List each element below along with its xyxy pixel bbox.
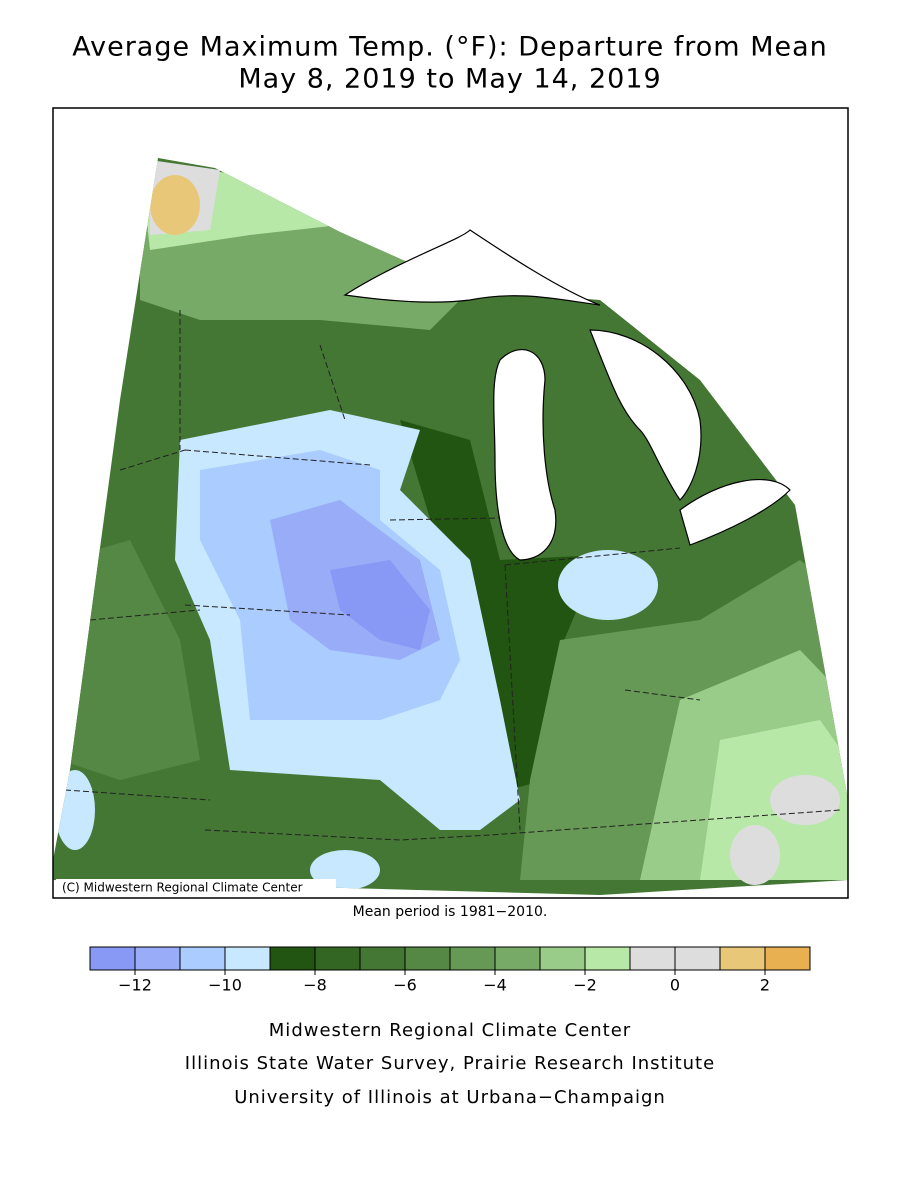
legend-box <box>539 946 586 971</box>
title-line: May 8, 2019 to May 14, 2019 <box>238 64 661 95</box>
legend-box <box>269 946 316 971</box>
legend-tick-label: −6 <box>393 976 417 995</box>
legend-tick-label: −12 <box>118 976 152 995</box>
legend: −12 −10 −8 −6 −4 −2 0 2 <box>89 946 811 995</box>
legend-box <box>179 946 226 971</box>
legend-tick-label: −4 <box>483 976 507 995</box>
legend-tick-label: 2 <box>760 976 770 995</box>
footer-line: Illinois State Water Survey, Prairie Res… <box>185 1053 715 1074</box>
map-credit: (C) Midwestern Regional Climate Center <box>62 881 303 895</box>
legend-tick-label: 0 <box>670 976 680 995</box>
legend-box <box>224 946 271 971</box>
legend-box <box>719 946 766 971</box>
legend-box <box>449 946 496 971</box>
title-line: Average Maximum Temp. (°F): Departure fr… <box>72 32 828 63</box>
legend-box <box>629 946 676 971</box>
legend-box <box>134 946 181 971</box>
footer-line: University of Illinois at Urbana−Champai… <box>234 1087 666 1108</box>
legend-box <box>314 946 361 971</box>
footer-line: Midwestern Regional Climate Center <box>269 1020 631 1041</box>
legend-box <box>584 946 631 971</box>
legend-box <box>764 946 811 971</box>
legend-box <box>674 946 721 971</box>
legend-tick-label: −2 <box>573 976 597 995</box>
legend-box <box>494 946 541 971</box>
legend-tick-label: −8 <box>303 976 327 995</box>
legend-box <box>89 946 136 971</box>
map: (C) Midwestern Regional Climate Center <box>52 107 849 899</box>
legend-box <box>404 946 451 971</box>
legend-box <box>359 946 406 971</box>
mean-note: Mean period is 1981−2010. <box>353 904 548 920</box>
legend-tick-label: −10 <box>208 976 242 995</box>
